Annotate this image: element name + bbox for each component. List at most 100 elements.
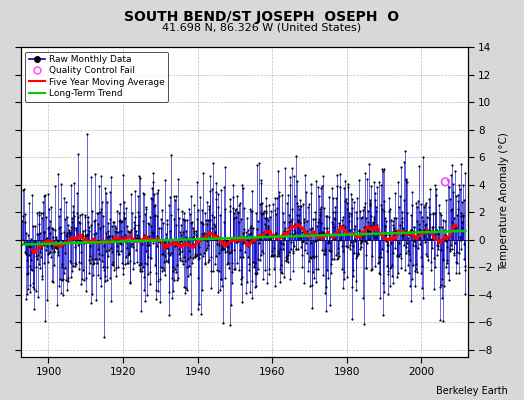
Point xyxy=(330,256,338,262)
Point xyxy=(61,215,70,222)
Point xyxy=(45,249,53,256)
Point xyxy=(50,262,59,268)
Point xyxy=(370,179,378,185)
Point xyxy=(57,230,65,236)
Point xyxy=(408,189,417,196)
Point xyxy=(87,222,95,228)
Point xyxy=(425,186,434,192)
Point xyxy=(321,248,330,254)
Point xyxy=(166,194,174,200)
Point xyxy=(25,243,34,250)
Point xyxy=(182,234,190,240)
Point xyxy=(413,218,421,224)
Point xyxy=(457,246,466,252)
Point xyxy=(149,179,157,185)
Point xyxy=(246,223,255,230)
Point xyxy=(101,185,109,192)
Point xyxy=(296,197,304,203)
Point xyxy=(216,212,224,218)
Point xyxy=(366,200,374,206)
Point xyxy=(47,204,55,210)
Point xyxy=(372,204,380,210)
Point xyxy=(236,254,245,260)
Point xyxy=(317,220,325,226)
Point xyxy=(319,229,327,235)
Point xyxy=(144,220,152,227)
Point xyxy=(280,224,289,231)
Point xyxy=(132,234,140,241)
Point xyxy=(203,238,212,244)
Point xyxy=(171,238,179,245)
Point xyxy=(443,244,451,250)
Point xyxy=(253,161,261,168)
Point xyxy=(111,228,119,235)
Point xyxy=(355,226,364,233)
Point xyxy=(182,228,191,234)
Point xyxy=(375,254,384,260)
Point xyxy=(37,210,45,216)
Point xyxy=(364,229,373,236)
Point xyxy=(132,247,140,253)
Point xyxy=(383,248,391,254)
Point xyxy=(86,260,94,267)
Point xyxy=(179,216,187,222)
Point xyxy=(338,242,346,249)
Point xyxy=(224,260,233,266)
Point xyxy=(283,200,291,206)
Point xyxy=(225,239,233,246)
Point xyxy=(360,321,368,328)
Point xyxy=(110,235,118,241)
Point xyxy=(438,217,446,223)
Point xyxy=(327,248,335,254)
Point xyxy=(158,268,166,274)
Point xyxy=(159,259,168,266)
Point xyxy=(410,224,419,230)
Point xyxy=(148,196,156,202)
Point xyxy=(255,240,264,246)
Point xyxy=(311,178,320,184)
Point xyxy=(435,210,444,216)
Point xyxy=(20,186,28,192)
Point xyxy=(325,239,334,246)
Point xyxy=(416,235,424,242)
Point xyxy=(443,257,452,263)
Point xyxy=(302,189,310,196)
Point xyxy=(95,256,103,262)
Point xyxy=(95,183,104,190)
Point xyxy=(455,236,464,243)
Point xyxy=(285,224,293,230)
Point xyxy=(264,223,272,230)
Point xyxy=(198,287,206,294)
Point xyxy=(433,251,441,258)
Point xyxy=(248,294,256,301)
Point xyxy=(215,268,223,274)
Point xyxy=(121,214,129,221)
Point xyxy=(143,241,151,248)
Point xyxy=(135,213,144,220)
Text: Berkeley Earth: Berkeley Earth xyxy=(436,386,508,396)
Point xyxy=(29,240,38,247)
Point xyxy=(200,250,209,256)
Point xyxy=(320,205,329,212)
Point xyxy=(441,264,450,270)
Point xyxy=(297,203,305,209)
Point xyxy=(37,254,45,260)
Point xyxy=(272,211,280,217)
Point xyxy=(402,244,411,250)
Point xyxy=(420,204,428,211)
Point xyxy=(402,176,410,182)
Point xyxy=(187,311,195,317)
Point xyxy=(137,261,145,268)
Point xyxy=(292,246,300,253)
Point xyxy=(98,258,106,264)
Point xyxy=(84,219,92,225)
Point xyxy=(444,235,452,241)
Point xyxy=(320,251,329,258)
Point xyxy=(188,225,196,231)
Point xyxy=(139,274,148,280)
Point xyxy=(139,218,147,224)
Point xyxy=(325,213,333,220)
Point xyxy=(144,239,152,246)
Point xyxy=(176,256,184,263)
Point xyxy=(124,228,133,235)
